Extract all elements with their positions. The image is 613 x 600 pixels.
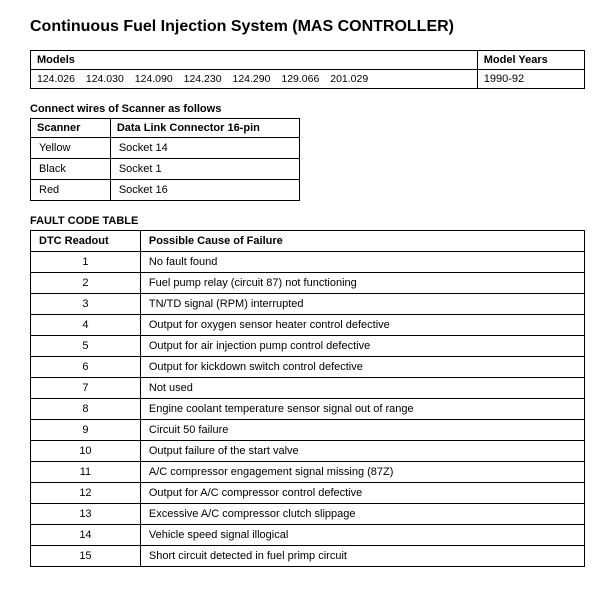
scanner-table: Scanner Data Link Connector 16-pin Yello… [30, 118, 300, 201]
cause-cell: Output for kickdown switch control defec… [140, 357, 584, 378]
table-row: 13Excessive A/C compressor clutch slippa… [31, 504, 585, 525]
table-row: 124.026 124.030 124.090 124.230 124.290 … [31, 70, 585, 89]
page-title: Continuous Fuel Injection System (MAS CO… [30, 18, 583, 36]
cause-cell: Output for A/C compressor control defect… [140, 483, 584, 504]
cause-cell: A/C compressor engagement signal missing… [140, 462, 584, 483]
cause-cell: Fuel pump relay (circuit 87) not functio… [140, 273, 584, 294]
model-years-header: Model Years [477, 51, 584, 70]
table-row: 15Short circuit detected in fuel primp c… [31, 546, 585, 567]
cause-cell: Output for air injection pump control de… [140, 336, 584, 357]
table-row: 7Not used [31, 378, 585, 399]
table-row: 10Output failure of the start valve [31, 441, 585, 462]
table-row: 11A/C compressor engagement signal missi… [31, 462, 585, 483]
dtc-cell: 6 [31, 357, 141, 378]
dtc-cell: 2 [31, 273, 141, 294]
cause-cell: Circuit 50 failure [140, 420, 584, 441]
table-row: 12Output for A/C compressor control defe… [31, 483, 585, 504]
dtc-cell: 11 [31, 462, 141, 483]
dtc-header: DTC Readout [31, 231, 141, 252]
dtc-cell: 15 [31, 546, 141, 567]
scanner-cell: Black [31, 159, 111, 180]
dtc-cell: 4 [31, 315, 141, 336]
dtc-cell: 14 [31, 525, 141, 546]
table-row: 8Engine coolant temperature sensor signa… [31, 399, 585, 420]
scanner-cell: Yellow [31, 138, 111, 159]
table-row: Yellow Socket 14 [31, 138, 300, 159]
dtc-cell: 9 [31, 420, 141, 441]
cause-cell: Not used [140, 378, 584, 399]
table-row: 2Fuel pump relay (circuit 87) not functi… [31, 273, 585, 294]
model-years-cell: 1990-92 [477, 70, 584, 89]
cause-cell: Excessive A/C compressor clutch slippage [140, 504, 584, 525]
cause-cell: Vehicle speed signal illogical [140, 525, 584, 546]
dtc-cell: 3 [31, 294, 141, 315]
models-header: Models [31, 51, 478, 70]
table-row: Red Socket 16 [31, 180, 300, 201]
scanner-header: Scanner [31, 119, 111, 138]
cause-cell: No fault found [140, 252, 584, 273]
dtc-cell: 1 [31, 252, 141, 273]
dtc-cell: 8 [31, 399, 141, 420]
table-row: 6Output for kickdown switch control defe… [31, 357, 585, 378]
table-row: 14Vehicle speed signal illogical [31, 525, 585, 546]
dtc-cell: 13 [31, 504, 141, 525]
models-table: Models Model Years 124.026 124.030 124.0… [30, 50, 585, 89]
table-row: 9Circuit 50 failure [31, 420, 585, 441]
cause-cell: Output for oxygen sensor heater control … [140, 315, 584, 336]
table-row: 3TN/TD signal (RPM) interrupted [31, 294, 585, 315]
scanner-cell: Red [31, 180, 111, 201]
table-row: 5Output for air injection pump control d… [31, 336, 585, 357]
dlc-cell: Socket 16 [110, 180, 299, 201]
cause-header: Possible Cause of Failure [140, 231, 584, 252]
cause-cell: Short circuit detected in fuel primp cir… [140, 546, 584, 567]
dtc-cell: 12 [31, 483, 141, 504]
table-row: 4Output for oxygen sensor heater control… [31, 315, 585, 336]
scanner-section-label: Connect wires of Scanner as follows [30, 103, 583, 115]
cause-cell: Output failure of the start valve [140, 441, 584, 462]
table-row: Black Socket 1 [31, 159, 300, 180]
table-row: 1No fault found [31, 252, 585, 273]
cause-cell: Engine coolant temperature sensor signal… [140, 399, 584, 420]
dlc-cell: Socket 1 [110, 159, 299, 180]
dlc-header: Data Link Connector 16-pin [110, 119, 299, 138]
dtc-cell: 5 [31, 336, 141, 357]
models-cell: 124.026 124.030 124.090 124.230 124.290 … [31, 70, 478, 89]
fault-section-label: FAULT CODE TABLE [30, 215, 583, 227]
cause-cell: TN/TD signal (RPM) interrupted [140, 294, 584, 315]
dtc-cell: 10 [31, 441, 141, 462]
fault-code-table: DTC Readout Possible Cause of Failure 1N… [30, 230, 585, 567]
dlc-cell: Socket 14 [110, 138, 299, 159]
dtc-cell: 7 [31, 378, 141, 399]
